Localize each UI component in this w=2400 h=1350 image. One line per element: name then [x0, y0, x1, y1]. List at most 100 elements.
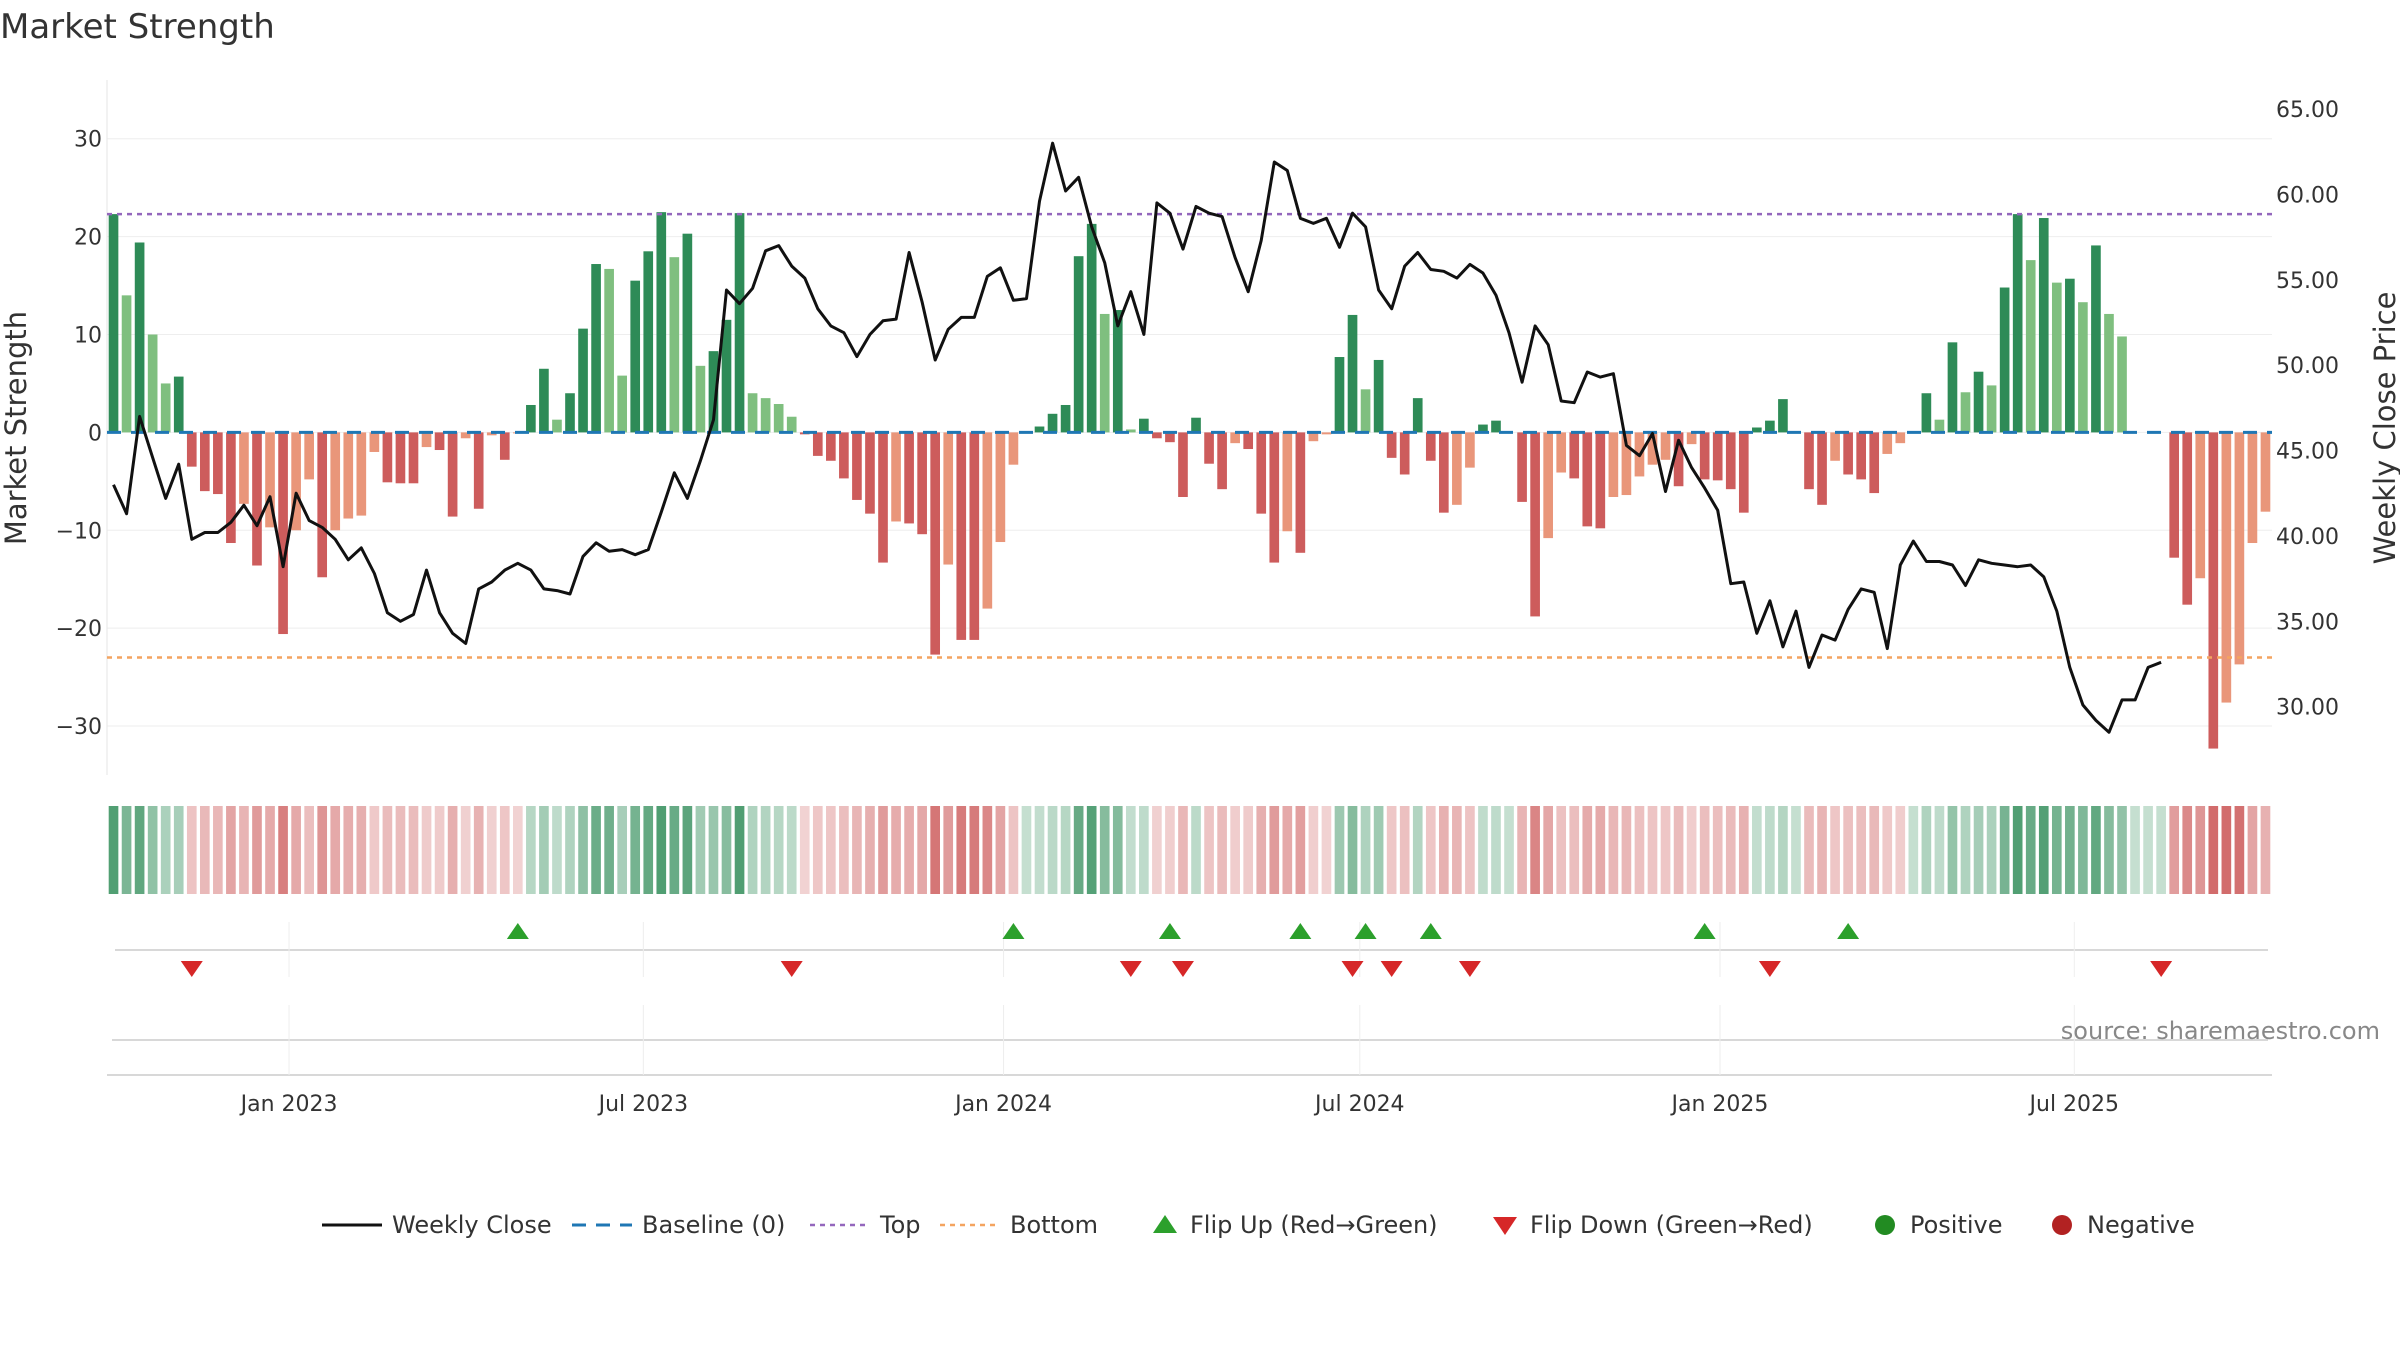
right-tick-label: 55.00	[2276, 269, 2339, 294]
strength-bar	[199, 432, 210, 492]
heat-cell	[1178, 806, 1188, 894]
heat-cell	[604, 806, 614, 894]
heat-cell	[578, 806, 588, 894]
heat-cell	[1699, 806, 1710, 894]
x-tick-label: Jan 2025	[1670, 1092, 1769, 1117]
legend-item: Bottom	[940, 1211, 1098, 1239]
strength-bar	[1530, 432, 1540, 617]
heat-cell	[1843, 806, 1853, 894]
strength-bar	[473, 432, 484, 509]
strength-bar	[760, 398, 771, 433]
heat-cell	[1295, 806, 1306, 894]
strength-bar	[839, 432, 849, 479]
strength-bar	[291, 432, 301, 531]
strength-bar	[1165, 432, 1175, 443]
heat-cell	[591, 806, 601, 894]
flip-down-marker	[1380, 961, 1403, 977]
strength-bar	[1243, 432, 1254, 450]
strength-bar	[1308, 432, 1319, 442]
flip-up-marker	[1158, 923, 1181, 939]
heat-cell	[1152, 806, 1162, 894]
heat-cell	[1673, 806, 1684, 894]
strength-bar	[1347, 314, 1358, 433]
heat-cell	[1230, 806, 1240, 894]
strength-bar	[317, 432, 328, 578]
heat-cell	[473, 806, 484, 894]
strength-bar	[1921, 393, 1932, 433]
flip-down-marker	[1171, 961, 1194, 977]
strength-bar	[865, 432, 875, 514]
heat-cell	[1373, 806, 1384, 894]
heat-cell	[2065, 806, 2075, 894]
strength-bar	[2182, 432, 2193, 605]
heat-cell	[956, 806, 967, 894]
strength-bar	[669, 257, 680, 433]
heat-cell	[330, 806, 341, 894]
heat-cell	[1634, 806, 1645, 894]
strength-bar	[1830, 432, 1840, 461]
strength-bar	[1856, 432, 1866, 480]
x-tick-label: Jul 2023	[597, 1092, 689, 1117]
strength-bar	[1321, 432, 1332, 435]
strength-bar	[943, 432, 954, 565]
heat-cell	[434, 806, 445, 894]
heat-cell	[1738, 806, 1749, 894]
flip-up-marker	[1002, 923, 1025, 939]
strength-bar	[395, 432, 406, 484]
right-axis-label: Weekly Close Price	[2368, 292, 2400, 565]
heat-cell	[1517, 806, 1527, 894]
strength-bar	[1230, 432, 1240, 444]
strength-bar	[2208, 432, 2219, 749]
strength-bar	[1073, 256, 1084, 433]
heat-cell	[1308, 806, 1319, 894]
strength-bar	[121, 295, 132, 433]
left-tick-label: 20	[74, 226, 102, 251]
strength-bar	[2091, 245, 2101, 433]
strength-bar	[460, 432, 471, 439]
right-tick-label: 65.00	[2276, 98, 2339, 123]
heat-cell	[2104, 806, 2114, 894]
heat-cell	[278, 806, 288, 894]
legend-item: Flip Up (Red→Green)	[1153, 1211, 1438, 1239]
strength-bar	[1204, 432, 1214, 464]
strength-bar	[186, 432, 197, 467]
heat-cell	[356, 806, 367, 894]
strength-bar	[1060, 404, 1071, 433]
strength-bar	[343, 432, 354, 519]
heat-cell	[1817, 806, 1827, 894]
strength-bar	[173, 376, 184, 433]
heat-cell	[617, 806, 627, 894]
heat-cell	[2038, 806, 2049, 894]
strength-bar	[1869, 432, 1880, 494]
heat-cell	[1947, 806, 1958, 894]
strength-bar	[1152, 432, 1162, 439]
chart-title: Market Strength	[0, 7, 275, 47]
flip-up-marker	[1354, 923, 1377, 939]
heat-cell	[2012, 806, 2023, 894]
heat-strip	[108, 806, 2271, 894]
heat-cell	[2143, 806, 2153, 894]
strength-bar	[304, 432, 314, 480]
heat-cell	[878, 806, 888, 894]
strength-bar	[1621, 432, 1632, 496]
heat-cell	[799, 806, 810, 894]
strength-bar	[1334, 357, 1345, 433]
flip-up-marker	[1837, 923, 1860, 939]
right-tick-label: 40.00	[2276, 525, 2339, 550]
heat-cell	[734, 806, 745, 894]
strength-bar	[930, 432, 941, 655]
x-tick-label: Jul 2024	[1313, 1092, 1405, 1117]
heat-cell	[1856, 806, 1866, 894]
strength-bar	[160, 383, 171, 433]
heat-cell	[1256, 806, 1267, 894]
strength-bar	[2234, 432, 2245, 665]
heat-cell	[317, 806, 328, 894]
heat-cell	[760, 806, 771, 894]
strength-bar	[2247, 432, 2258, 544]
strength-bar	[1465, 432, 1475, 468]
heat-cell	[1008, 806, 1019, 894]
heat-cell	[1125, 806, 1136, 894]
heat-cell	[408, 806, 419, 894]
heat-cell	[1438, 806, 1449, 894]
